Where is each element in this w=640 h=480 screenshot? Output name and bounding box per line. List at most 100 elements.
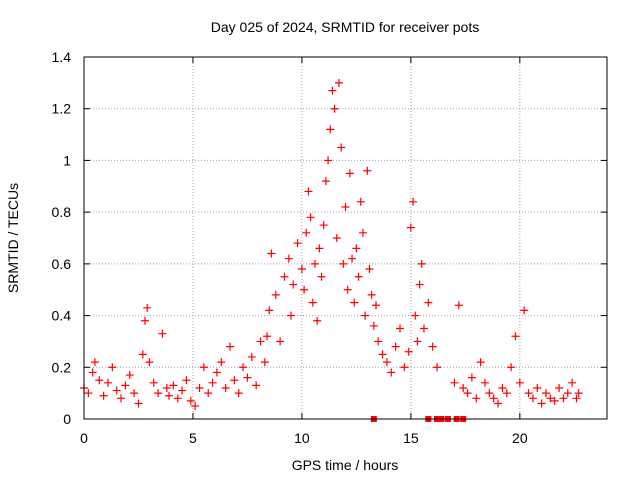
data-point <box>537 399 546 408</box>
data-point <box>328 86 337 95</box>
data-point <box>143 303 152 312</box>
data-point <box>125 371 134 380</box>
data-point <box>173 394 182 403</box>
data-point <box>243 373 252 382</box>
data-point <box>568 378 577 387</box>
x-tick-label: 15 <box>403 430 419 446</box>
data-point <box>411 311 420 320</box>
data-point <box>572 394 581 403</box>
data-point <box>306 213 315 222</box>
x-tick-label: 0 <box>80 430 88 446</box>
data-point <box>515 378 524 387</box>
data-point <box>476 358 485 367</box>
data-point <box>520 306 529 315</box>
data-point <box>400 363 409 372</box>
data-point <box>265 306 274 315</box>
data-point <box>289 280 298 289</box>
data-point <box>154 389 163 398</box>
data-point <box>433 363 442 372</box>
data-point <box>208 378 217 387</box>
data-point <box>195 383 204 392</box>
data-point <box>343 285 352 294</box>
y-tick-label: 0.6 <box>52 256 72 272</box>
data-point <box>334 78 343 87</box>
data-point <box>108 363 117 372</box>
x-tick-label: 20 <box>512 430 528 446</box>
data-point <box>395 324 404 333</box>
data-point <box>204 389 213 398</box>
x-axis-label: GPS time / hours <box>292 457 399 473</box>
data-point <box>321 177 330 186</box>
data-point <box>350 298 359 307</box>
data-point <box>356 197 365 206</box>
data-point <box>345 169 354 178</box>
data-point <box>339 259 348 268</box>
data-point <box>121 381 130 390</box>
data-point <box>406 223 415 232</box>
data-point <box>354 272 363 281</box>
x-tick-label: 5 <box>189 430 197 446</box>
data-point <box>541 389 550 398</box>
data-point <box>95 376 104 385</box>
data-point <box>341 202 350 211</box>
data-point <box>524 389 533 398</box>
x-tick-label: 10 <box>294 430 310 446</box>
data-point <box>260 358 269 367</box>
data-point <box>417 259 426 268</box>
data-point <box>271 290 280 299</box>
data-point <box>304 187 313 196</box>
data-point <box>365 265 374 274</box>
y-tick-label: 1.2 <box>52 101 72 117</box>
data-point <box>263 332 272 341</box>
data-point <box>533 383 542 392</box>
data-point <box>186 396 195 405</box>
data-point <box>256 337 265 346</box>
data-point <box>489 394 498 403</box>
data-point <box>546 394 555 403</box>
data-point <box>319 221 328 230</box>
data-point <box>480 378 489 387</box>
data-point <box>162 383 171 392</box>
data-point <box>191 402 200 411</box>
data-point <box>112 386 121 395</box>
data-point <box>310 259 319 268</box>
data-point <box>528 394 537 403</box>
data-point <box>563 389 572 398</box>
data-point <box>158 329 167 338</box>
data-point <box>169 381 178 390</box>
data-point <box>467 373 476 382</box>
data-point <box>424 298 433 307</box>
data-point <box>267 249 276 258</box>
data-point <box>472 394 481 403</box>
data-point <box>559 394 568 403</box>
data-point <box>419 324 428 333</box>
data-point <box>378 350 387 359</box>
data-point <box>103 378 112 387</box>
data-point <box>511 332 520 341</box>
data-point <box>324 156 333 165</box>
data-point <box>369 321 378 330</box>
data-point <box>352 244 361 253</box>
data-points <box>80 78 583 422</box>
data-point <box>178 386 187 395</box>
data-point <box>372 301 381 310</box>
data-point <box>90 358 99 367</box>
data-point <box>367 290 376 299</box>
data-point <box>130 389 139 398</box>
data-point <box>234 389 243 398</box>
chart-title: Day 025 of 2024, SRMTID for receiver pot… <box>211 19 479 35</box>
grid-lines <box>84 57 607 419</box>
data-point <box>502 389 511 398</box>
data-point <box>212 368 221 377</box>
data-point <box>134 399 143 408</box>
data-point <box>88 368 97 377</box>
data-point <box>252 381 261 390</box>
data-point <box>221 383 230 392</box>
data-point <box>164 391 173 400</box>
data-point <box>226 342 235 351</box>
data-point <box>300 285 309 294</box>
data-point <box>280 272 289 281</box>
data-point <box>409 197 418 206</box>
data-point <box>361 311 370 320</box>
axis-ticks: 0 5 10 15 20 0 0.2 0.4 0.6 0.8 1 1.2 1.4 <box>52 49 607 446</box>
